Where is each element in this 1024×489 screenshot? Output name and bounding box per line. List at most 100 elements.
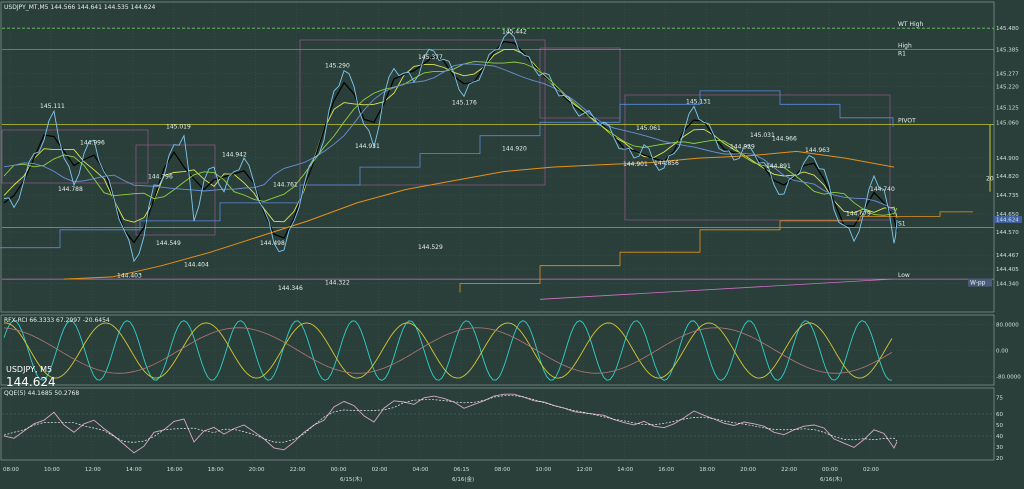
price-annotation: 144.901 xyxy=(623,161,648,168)
price-annotation: 144.788 xyxy=(58,186,83,193)
x-tick-label: 18:00 xyxy=(699,467,715,473)
y-axis-labels: 145.480 145.385 145.277 145.220 145.125 145.0… xyxy=(994,26,1022,288)
price-line xyxy=(3,31,898,263)
level-label: PIVOT xyxy=(898,118,916,125)
qqe-tick-label: 75 xyxy=(996,396,1003,402)
level-label: WT High xyxy=(898,21,923,28)
price-annotations: 145.442 145.377 145.290 145.176 145.111 144.9… xyxy=(40,29,895,293)
ma-green xyxy=(3,61,898,216)
x-tick-label: 08:00 xyxy=(3,467,19,473)
date-label: 6/15(木) xyxy=(340,475,362,483)
price-annotation: 144.549 xyxy=(156,240,181,247)
x-tick-label: 20:00 xyxy=(740,467,756,473)
y-tick-label: 144.900 xyxy=(996,156,1019,162)
y-tick-label: 145.277 xyxy=(996,72,1019,78)
price-annotation: 145.031 xyxy=(750,132,775,139)
price-annotation: 144.856 xyxy=(654,160,679,167)
price-annotation: 145.290 xyxy=(325,63,350,70)
price-annotation: 144.679 xyxy=(846,211,871,218)
last-price-tag-label: 144.624 xyxy=(996,217,1019,223)
qqe-panel xyxy=(0,387,995,461)
last-price-tag xyxy=(994,215,1022,223)
x-tick-label: 20:00 xyxy=(249,467,265,473)
price-annotation: 145.061 xyxy=(636,125,661,132)
y-tick-label: 144.570 xyxy=(996,230,1019,236)
price-panel xyxy=(0,1,995,313)
step-orange xyxy=(459,211,973,293)
rci-lines: 80.0000 0.00 -80.0000 xyxy=(2,320,1021,381)
y-tick-label: 144.735 xyxy=(996,193,1019,199)
price-annotation: 144.740 xyxy=(870,186,895,193)
price-annotation: 144.929 xyxy=(730,144,755,151)
qqe-tick-label: 20 xyxy=(996,456,1003,462)
ma-orange xyxy=(63,150,895,280)
qqe-header: QQE(5) 44.1685 50.2768 xyxy=(4,390,79,397)
session-box xyxy=(624,94,891,221)
price-annotation: 144.996 xyxy=(80,140,105,147)
rci-tick-label: -80.0000 xyxy=(996,375,1021,381)
y-tick-label: 144.340 xyxy=(996,282,1019,288)
x-tick-label: 04:00 xyxy=(413,467,429,473)
last-price-label: 144.624 xyxy=(6,375,56,389)
x-tick-label: 00:00 xyxy=(331,467,347,473)
price-annotation: 144.966 xyxy=(772,135,797,142)
y-tick-label: 144.650 xyxy=(996,212,1019,218)
rci-tick-label: 0.00 xyxy=(996,349,1009,355)
x-tick-label: 14:00 xyxy=(126,467,142,473)
rci-panel xyxy=(0,314,995,386)
y-tick-label: 145.125 xyxy=(996,106,1019,112)
y-tick-label: 145.385 xyxy=(996,47,1019,53)
x-tick-label: 06:15 xyxy=(453,467,469,473)
rci-mid xyxy=(3,322,893,379)
qqe-tick-label: 30 xyxy=(996,445,1003,451)
rci-header: RFX-RCI 66.3333 67.2997 -20.6454 xyxy=(4,317,110,324)
pink-line xyxy=(539,278,894,300)
x-tick-label: 10:00 xyxy=(535,467,551,473)
symbol-label: USDJPY, M5 xyxy=(6,365,52,374)
price-annotation: 144.498 xyxy=(260,240,285,247)
grid-lines xyxy=(2,3,994,459)
qqe-tick-label: 40 xyxy=(996,434,1003,440)
x-tick-label: 22:00 xyxy=(781,467,797,473)
x-tick-label: 18:00 xyxy=(208,467,224,473)
price-annotation: 144.761 xyxy=(273,181,298,188)
rci-slow xyxy=(3,327,893,374)
price-annotation: 145.131 xyxy=(686,98,711,105)
x-tick-label: 22:00 xyxy=(290,467,306,473)
x-tick-label: 12:00 xyxy=(85,467,101,473)
price-annotation: 144.403 xyxy=(117,272,142,279)
level-label: S1 xyxy=(898,221,906,228)
price-annotation: 144.891 xyxy=(766,163,791,170)
price-annotation: 145.176 xyxy=(452,99,477,106)
tag-label: R1 xyxy=(898,50,906,57)
price-annotation: 144.942 xyxy=(222,152,247,159)
rci-fast xyxy=(3,320,893,381)
x-tick-label: 14:00 xyxy=(617,467,633,473)
y-tick-label: 144.405 xyxy=(996,267,1019,273)
y-tick-label: 145.480 xyxy=(996,26,1019,32)
price-series xyxy=(3,31,898,263)
price-annotation: 144.963 xyxy=(805,147,830,154)
wpp-tag-box xyxy=(968,278,992,287)
wpp-tag-label: W-pp xyxy=(970,280,986,287)
price-annotation: 144.404 xyxy=(184,261,209,268)
x-tick-label: 02:00 xyxy=(372,467,388,473)
x-tick-label: 10:00 xyxy=(44,467,60,473)
price-annotation: 144.931 xyxy=(355,143,380,150)
price-annotation: 145.111 xyxy=(40,103,65,110)
session-box xyxy=(299,39,546,186)
y-tick-label: 144.467 xyxy=(996,253,1019,259)
price-annotation: 145.442 xyxy=(502,29,527,36)
y-tick-label: 144.820 xyxy=(996,174,1019,180)
x-axis-labels: 08:00 10:00 12:00 14:00 16:00 18:00 20:00 22:00… xyxy=(3,467,879,483)
price-annotation: 144.322 xyxy=(325,280,350,287)
x-tick-label: 02:00 xyxy=(863,467,879,473)
level-label: High xyxy=(898,42,912,49)
rci-tick-label: 80.0000 xyxy=(996,323,1019,329)
date-label: 6/16(木) xyxy=(820,475,842,483)
range-label: 20 xyxy=(986,176,994,183)
x-tick-label: 16:00 xyxy=(658,467,674,473)
x-tick-label: 08:00 xyxy=(494,467,510,473)
